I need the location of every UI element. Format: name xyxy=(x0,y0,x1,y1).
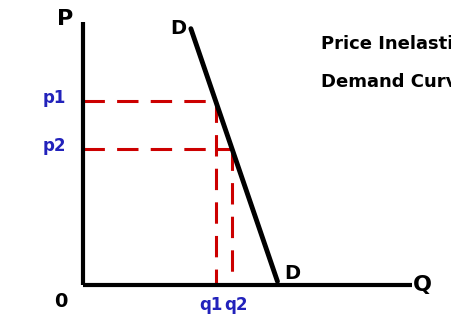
Text: D: D xyxy=(285,264,301,283)
Text: q1: q1 xyxy=(200,296,223,314)
Text: 0: 0 xyxy=(54,292,68,311)
Text: p1: p1 xyxy=(43,89,66,107)
Text: Q: Q xyxy=(413,274,432,294)
Text: P: P xyxy=(57,9,74,29)
Text: Demand Curve: Demand Curve xyxy=(321,73,451,91)
Text: D: D xyxy=(170,19,186,38)
Text: Price Inelastic: Price Inelastic xyxy=(321,36,451,54)
Text: q2: q2 xyxy=(225,296,248,314)
Text: p2: p2 xyxy=(43,137,66,155)
